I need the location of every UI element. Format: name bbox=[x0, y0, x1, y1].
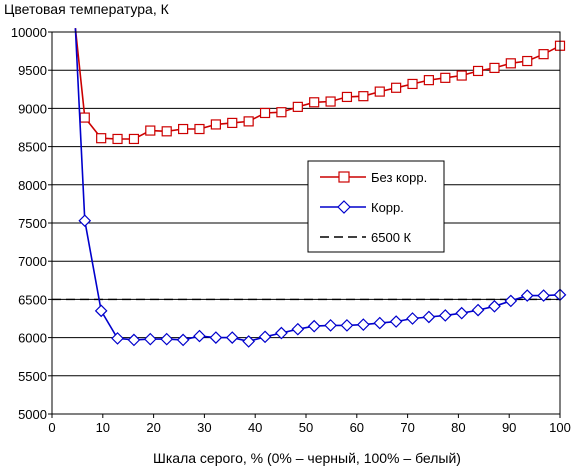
x-tick-label: 0 bbox=[48, 420, 55, 435]
y-tick-label: 7500 bbox=[18, 216, 47, 231]
data-point-correction bbox=[389, 315, 403, 328]
y-tick-label: 6000 bbox=[18, 331, 47, 346]
data-point-correction bbox=[176, 333, 190, 347]
data-point-no-correction bbox=[292, 101, 303, 112]
x-tick-label: 100 bbox=[549, 420, 571, 435]
legend: Без корр. Корр. 6500 К bbox=[307, 160, 445, 253]
data-point-no-correction bbox=[440, 72, 451, 83]
data-point-no-correction bbox=[505, 58, 516, 69]
data-point-correction bbox=[275, 326, 288, 340]
data-point-correction bbox=[291, 322, 305, 336]
x-tick-label: 30 bbox=[197, 420, 211, 435]
legend-marker-square bbox=[338, 171, 350, 183]
y-tick-label: 9500 bbox=[18, 63, 47, 78]
x-tick-label: 20 bbox=[146, 420, 160, 435]
series-no-correction bbox=[74, 28, 566, 145]
series-correction bbox=[74, 28, 567, 348]
data-point-no-correction bbox=[243, 116, 254, 127]
data-point-no-correction bbox=[407, 78, 418, 90]
grid bbox=[48, 31, 561, 418]
data-point-no-correction bbox=[374, 86, 385, 97]
data-point-correction bbox=[373, 316, 387, 330]
data-point-correction bbox=[340, 319, 354, 332]
data-point-no-correction bbox=[358, 91, 369, 102]
y-tick-labels: 5000 5500 6000 6500 7000 7500 8000 8500 9000 9500… bbox=[11, 25, 47, 422]
x-tick-label: 50 bbox=[299, 420, 313, 435]
data-point-no-correction bbox=[259, 107, 271, 119]
x-tick-labels: 0 10 20 30 40 50 60 70 80 90 100 bbox=[48, 420, 570, 435]
data-point-no-correction bbox=[194, 123, 205, 135]
chart-title: Цветовая температура, К bbox=[4, 1, 170, 17]
data-point-correction bbox=[143, 332, 157, 346]
data-point-no-correction bbox=[309, 97, 320, 108]
data-point-no-correction bbox=[128, 133, 140, 145]
data-point-no-correction bbox=[145, 125, 156, 136]
data-point-correction bbox=[422, 310, 436, 324]
y-tick-label: 6500 bbox=[18, 292, 47, 307]
data-point-no-correction bbox=[341, 91, 353, 103]
data-point-correction bbox=[537, 289, 550, 302]
data-point-no-correction bbox=[96, 133, 107, 144]
data-point-correction bbox=[307, 319, 321, 333]
data-point-no-correction bbox=[391, 82, 402, 93]
y-tick-label: 8000 bbox=[18, 178, 47, 193]
data-point-no-correction bbox=[538, 49, 549, 60]
legend-marker-diamond bbox=[337, 200, 351, 214]
data-point-correction bbox=[455, 306, 469, 320]
data-point-no-correction bbox=[489, 62, 500, 74]
x-axis-label: Шкала серого, % (0% – черный, 100% – бел… bbox=[153, 450, 461, 466]
data-point-no-correction bbox=[161, 126, 172, 137]
data-point-correction bbox=[225, 331, 239, 344]
x-tick-label: 10 bbox=[96, 420, 110, 435]
y-tick-label: 5000 bbox=[18, 407, 47, 422]
data-point-correction bbox=[488, 299, 501, 313]
y-tick-label: 9000 bbox=[18, 101, 47, 116]
y-tick-label: 10000 bbox=[11, 25, 47, 40]
data-point-correction bbox=[111, 332, 124, 345]
data-point-no-correction bbox=[325, 96, 336, 107]
y-tick-label: 7000 bbox=[18, 254, 47, 269]
legend-label-6500k: 6500 К bbox=[371, 230, 412, 245]
x-tick-label: 40 bbox=[248, 420, 262, 435]
data-point-correction bbox=[438, 309, 452, 322]
legend-label-correction: Корр. bbox=[371, 200, 404, 215]
data-point-correction bbox=[357, 318, 370, 331]
x-tick-label: 60 bbox=[350, 420, 364, 435]
data-point-correction bbox=[520, 289, 534, 302]
data-point-correction bbox=[127, 333, 141, 347]
plot-area-border bbox=[51, 31, 561, 415]
x-tick-label: 80 bbox=[451, 420, 465, 435]
data-point-no-correction bbox=[227, 117, 238, 129]
data-point-correction bbox=[242, 335, 255, 348]
data-point-correction bbox=[324, 319, 337, 332]
data-point-no-correction bbox=[522, 55, 533, 67]
data-point-no-correction bbox=[178, 123, 189, 135]
data-point-no-correction bbox=[472, 65, 484, 77]
data-point-no-correction bbox=[79, 112, 90, 123]
data-point-correction bbox=[471, 303, 485, 317]
y-tick-label: 8500 bbox=[18, 140, 47, 155]
data-point-no-correction bbox=[210, 119, 221, 130]
data-point-correction bbox=[78, 214, 92, 228]
data-point-correction bbox=[193, 329, 206, 343]
data-point-correction bbox=[504, 294, 518, 308]
data-point-no-correction bbox=[456, 70, 467, 81]
data-point-no-correction bbox=[112, 133, 123, 145]
data-point-correction bbox=[94, 304, 108, 318]
legend-label-no-correction: Без корр. bbox=[371, 170, 427, 185]
data-point-correction bbox=[258, 330, 272, 344]
x-tick-label: 70 bbox=[400, 420, 414, 435]
series-line bbox=[74, 28, 561, 140]
data-point-no-correction bbox=[276, 107, 287, 118]
y-tick-label: 5500 bbox=[18, 369, 47, 384]
data-point-correction bbox=[209, 331, 223, 344]
data-point-correction bbox=[160, 332, 174, 346]
data-point-correction bbox=[406, 312, 419, 325]
data-point-no-correction bbox=[423, 75, 434, 86]
x-tick-label: 90 bbox=[502, 420, 516, 435]
